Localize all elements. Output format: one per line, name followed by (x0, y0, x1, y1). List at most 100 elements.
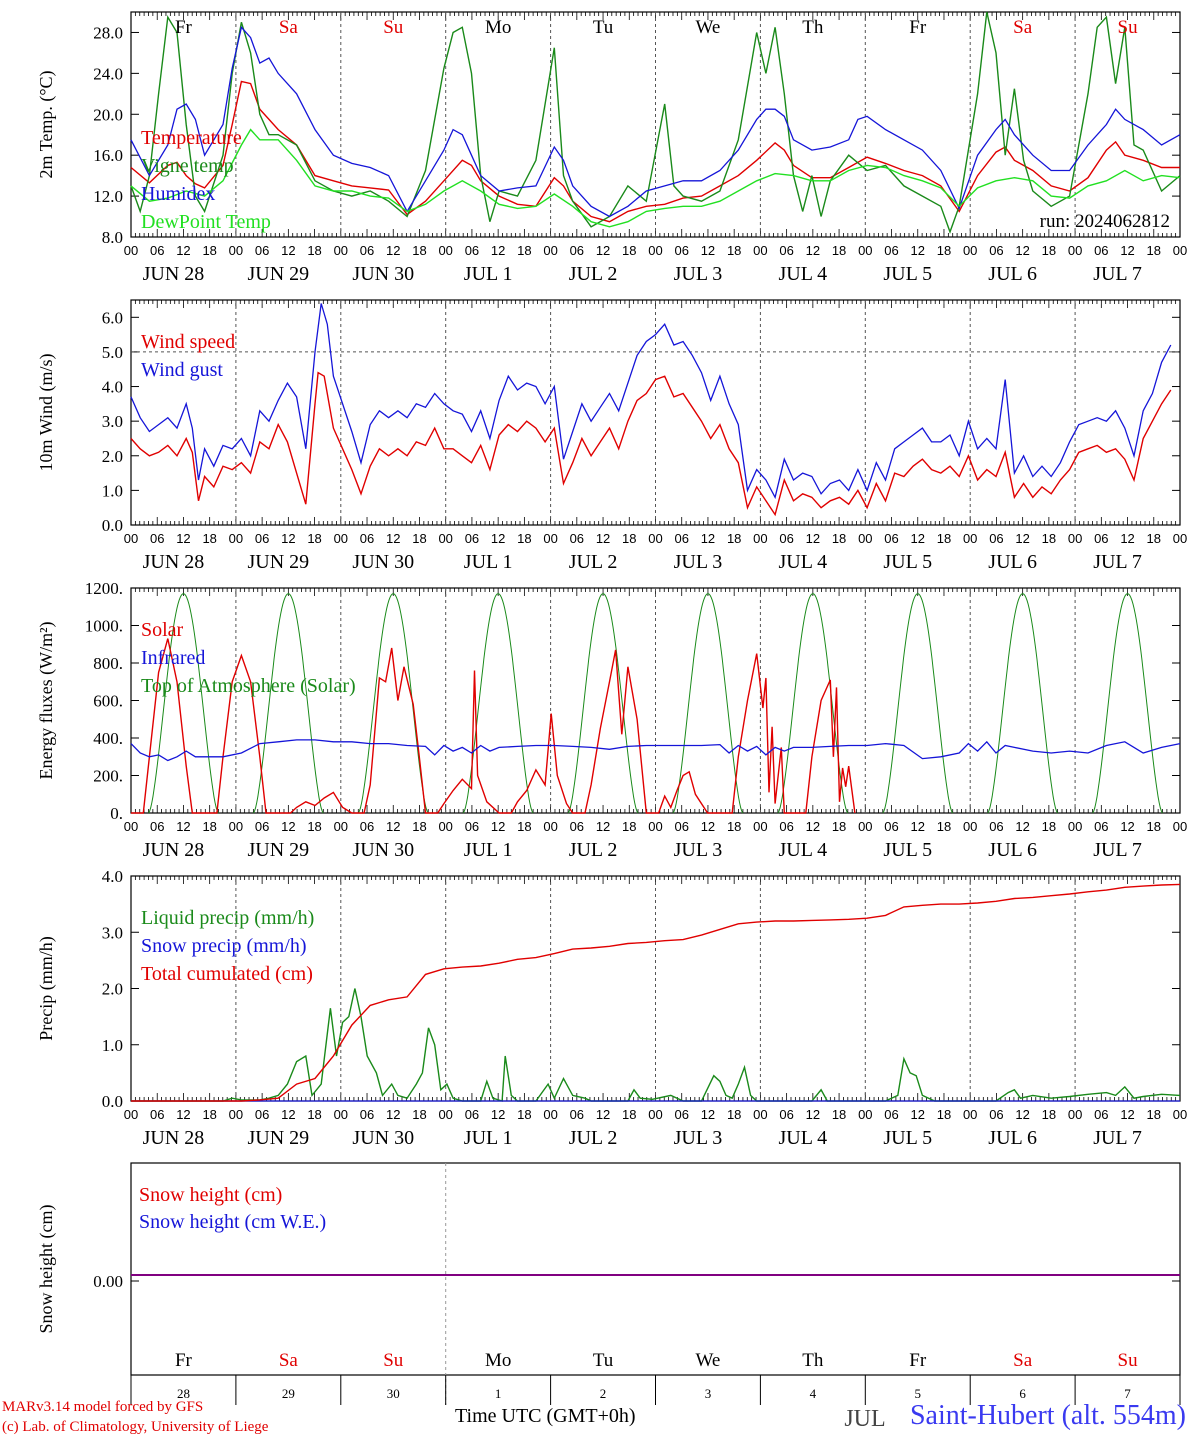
hour-tick-label: 00 (1068, 243, 1082, 258)
y-tick-label: 1000. (85, 617, 123, 636)
hour-tick-label: 18 (937, 1107, 951, 1122)
hour-tick-label: 00 (334, 531, 348, 546)
y-tick-label: 3.0 (102, 412, 123, 431)
hour-tick-label: 00 (753, 1107, 767, 1122)
day-number-0: 28 (177, 1386, 190, 1401)
date-label: JUN 30 (352, 839, 414, 861)
hour-tick-label: 00 (438, 819, 452, 834)
date-label: JUL 6 (988, 1127, 1037, 1149)
weekday-top-1: Sa (279, 17, 299, 38)
hour-tick-label: 12 (701, 243, 715, 258)
toa-curve (252, 593, 324, 814)
hour-tick-label: 00 (963, 1107, 977, 1122)
day-number-8: 6 (1019, 1386, 1026, 1401)
legend-wind-0: Wind speed (141, 331, 235, 353)
weekday-top-8: Sa (1013, 17, 1033, 38)
hour-tick-label: 12 (491, 531, 505, 546)
hour-tick-label: 06 (360, 819, 374, 834)
hour-tick-label: 06 (255, 819, 269, 834)
hour-tick-label: 06 (255, 243, 269, 258)
hour-tick-label: 00 (124, 1107, 138, 1122)
hour-tick-label: 18 (622, 1107, 636, 1122)
hour-tick-label: 00 (229, 819, 243, 834)
hour-tick-label: 12 (281, 1107, 295, 1122)
hour-tick-label: 12 (1015, 243, 1029, 258)
date-label: JUL 3 (674, 551, 723, 573)
run-annotation: run: 2024062812 (1040, 211, 1170, 232)
legend-energy-1: Infrared (141, 647, 205, 669)
toa-curve (357, 593, 429, 814)
series-temperature (130, 80, 1180, 223)
hour-tick-label: 00 (753, 819, 767, 834)
hour-tick-label: 12 (1015, 531, 1029, 546)
y-axis-label-energy: Energy fluxes (W/m²) (36, 621, 57, 779)
y-tick-label: 12.0 (93, 187, 123, 206)
hour-tick-label: 00 (963, 531, 977, 546)
hour-tick-label: 06 (779, 1107, 793, 1122)
hour-tick-label: 12 (911, 1107, 925, 1122)
date-label: JUL 4 (778, 839, 827, 861)
weekday-top-3: Mo (485, 17, 511, 38)
hour-tick-label: 00 (543, 243, 557, 258)
hour-tick-label: 06 (150, 819, 164, 834)
series-vigne-temp (130, 11, 1181, 234)
series-solar (131, 638, 856, 814)
hour-tick-label: 00 (124, 819, 138, 834)
series-infrared (130, 739, 1181, 762)
hour-tick-label: 06 (989, 243, 1003, 258)
hour-tick-label: 06 (674, 531, 688, 546)
date-label: JUL 5 (883, 839, 932, 861)
hour-tick-label: 18 (412, 819, 426, 834)
hour-tick-label: 06 (884, 243, 898, 258)
hour-tick-label: 12 (911, 243, 925, 258)
hour-tick-label: 12 (1120, 1107, 1134, 1122)
hour-tick-label: 18 (202, 531, 216, 546)
hour-tick-label: 12 (176, 819, 190, 834)
hour-tick-label: 12 (281, 531, 295, 546)
hour-tick-label: 00 (963, 819, 977, 834)
hour-tick-label: 12 (596, 1107, 610, 1122)
hour-tick-label: 06 (570, 243, 584, 258)
day-number-5: 3 (705, 1386, 712, 1401)
hour-tick-label: 18 (307, 819, 321, 834)
hour-tick-label: 00 (648, 531, 662, 546)
hour-tick-label: 12 (1015, 819, 1029, 834)
date-label: JUL 5 (883, 1127, 932, 1149)
hour-tick-label: 06 (465, 1107, 479, 1122)
legend-precip-0: Liquid precip (mm/h) (141, 907, 314, 929)
hour-tick-label: 06 (779, 531, 793, 546)
y-axis-label-wind: 10m Wind (m/s) (36, 354, 57, 472)
y-tick-label: 28.0 (93, 23, 123, 42)
date-label: JUN 30 (352, 263, 414, 285)
hour-tick-label: 12 (176, 1107, 190, 1122)
weekday-top-5: We (696, 17, 721, 38)
hour-tick-label: 12 (701, 531, 715, 546)
date-label: JUL 2 (569, 263, 618, 285)
hour-tick-label: 00 (229, 1107, 243, 1122)
hour-tick-label: 18 (1147, 819, 1161, 834)
toa-curve (567, 593, 639, 814)
hour-tick-label: 12 (806, 1107, 820, 1122)
hour-tick-label: 06 (570, 1107, 584, 1122)
legend-energy-2: Top of Atmosphere (Solar) (141, 675, 356, 697)
hour-tick-label: 12 (281, 243, 295, 258)
legend-precip-1: Snow precip (mm/h) (141, 935, 307, 957)
date-label: JUN 30 (352, 551, 414, 573)
weekday-bottom-9: Su (1118, 1350, 1139, 1371)
weekday-bottom-2: Su (383, 1350, 404, 1371)
hour-tick-label: 18 (202, 243, 216, 258)
hour-tick-label: 18 (622, 819, 636, 834)
y-tick-label: 1.0 (102, 1036, 123, 1055)
toa-curve (672, 593, 744, 814)
legend-snow-1: Snow height (cm W.E.) (139, 1211, 326, 1233)
y-axis-label-temperature: 2m Temp. (°C) (36, 70, 57, 178)
y-tick-label: 0.00 (93, 1272, 123, 1291)
hour-tick-label: 00 (753, 243, 767, 258)
toa-curve (882, 593, 954, 814)
date-label: JUN 28 (143, 1127, 205, 1149)
hour-tick-label: 00 (648, 1107, 662, 1122)
hour-tick-label: 00 (858, 819, 872, 834)
date-label: JUN 29 (248, 1127, 310, 1149)
panel-frame-snow (130, 1162, 1181, 1376)
date-label: JUN 28 (143, 551, 205, 573)
